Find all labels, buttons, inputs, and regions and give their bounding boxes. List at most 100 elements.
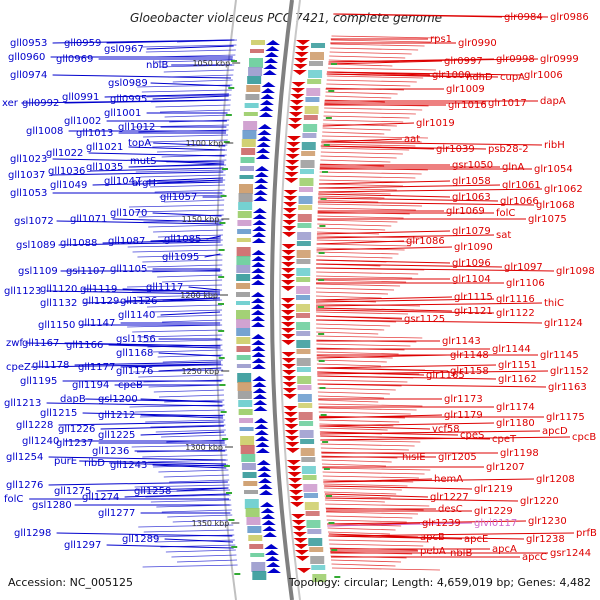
left-gene-arrow[interactable] [251,310,266,315]
left-gene-label[interactable]: gll1150 [38,320,75,331]
left-gene-label[interactable]: gll1047 [104,176,141,187]
left-gene-label[interactable]: gll1022 [46,148,83,159]
left-gene-arrow[interactable] [254,418,269,423]
right-gene-arrow[interactable] [282,370,297,375]
left-gene-label[interactable]: gll1123 [4,286,41,297]
left-gene-arrow[interactable] [253,406,268,411]
left-gene-arrow[interactable] [251,358,266,363]
left-gene-label[interactable]: gll1070 [110,208,147,219]
left-gene-label[interactable]: gll1195 [20,376,57,387]
left-gene-arrow[interactable] [251,316,266,321]
right-gene-label[interactable]: glr1104 [452,274,491,285]
left-gene-arrow[interactable] [255,442,270,447]
left-gene-arrow[interactable] [257,466,272,471]
right-gene-label[interactable]: glr1165 [426,370,465,381]
right-gene-arrow[interactable] [281,322,296,327]
left-gene-label[interactable]: gll1168 [116,348,153,359]
right-gene-arrow[interactable] [282,388,297,393]
right-gene-arrow[interactable] [284,424,299,429]
right-gene-label[interactable]: vcf58 [432,424,460,435]
right-gene-label[interactable]: glr1239 [422,518,461,529]
left-gene-arrow[interactable] [264,52,279,57]
left-gene-label[interactable]: gll1087 [108,236,145,247]
right-gene-arrow[interactable] [281,274,296,279]
left-gene-label[interactable]: gll1140 [118,310,155,321]
right-gene-label[interactable]: glr1090 [454,242,493,253]
left-gene-arrow[interactable] [252,376,267,381]
left-gene-label[interactable]: gsl1200 [98,394,138,405]
left-gene-arrow[interactable] [251,280,266,285]
right-gene-arrow[interactable] [282,214,297,219]
left-gene-label[interactable]: folC [4,494,23,505]
left-gene-arrow[interactable] [262,532,277,537]
left-gene-label[interactable]: gll1177 [78,362,115,373]
left-gene-arrow[interactable] [257,472,272,477]
left-gene-arrow[interactable] [265,556,280,561]
right-gene-arrow[interactable] [286,136,301,141]
right-gene-label[interactable]: glnA [502,162,524,173]
right-gene-label[interactable]: hemA [434,474,463,485]
right-gene-label[interactable]: psb28-2 [488,144,529,155]
left-gene-arrow[interactable] [266,40,281,45]
right-gene-arrow[interactable] [281,334,296,339]
right-gene-arrow[interactable] [281,340,296,345]
right-gene-label[interactable]: apcE [464,534,488,545]
right-gene-label[interactable]: glr1208 [536,474,575,485]
right-gene-label[interactable]: glr1122 [496,308,535,319]
right-gene-arrow[interactable] [291,520,306,525]
left-gene-label[interactable]: gll1178 [32,360,69,371]
right-gene-arrow[interactable] [285,448,300,453]
right-gene-arrow[interactable] [281,316,296,321]
left-gene-label[interactable]: gll1277 [98,508,135,519]
right-gene-arrow[interactable] [292,70,307,75]
right-gene-arrow[interactable] [281,364,296,369]
left-gene-arrow[interactable] [258,112,273,117]
left-gene-label[interactable]: gll1215 [40,408,77,419]
left-gene-label[interactable]: gll1117 [146,282,183,293]
left-gene-arrow[interactable] [252,382,267,387]
right-gene-arrow[interactable] [283,412,298,417]
left-gene-label[interactable]: gll1129 [82,296,119,307]
left-gene-label[interactable]: gsl1107 [66,266,106,277]
right-gene-label[interactable]: glr1106 [506,278,545,289]
right-gene-arrow[interactable] [282,220,297,225]
left-gene-label[interactable]: cpeZ [6,362,31,373]
right-gene-label[interactable]: glr1174 [496,402,535,413]
right-gene-arrow[interactable] [288,112,303,117]
left-gene-label[interactable]: gsl0967 [104,44,144,55]
left-gene-label[interactable]: gll1071 [70,214,107,225]
left-gene-arrow[interactable] [256,142,271,147]
left-gene-arrow[interactable] [264,544,279,549]
left-gene-label[interactable]: gll0992 [22,98,59,109]
left-gene-arrow[interactable] [265,46,280,51]
left-gene-label[interactable]: gll1274 [82,492,119,503]
right-gene-arrow[interactable] [283,196,298,201]
left-gene-arrow[interactable] [253,184,268,189]
right-gene-label[interactable]: glr0997 [444,56,483,67]
right-gene-label[interactable]: glr1175 [546,412,585,423]
left-gene-label[interactable]: gll1166 [66,340,103,351]
left-gene-label[interactable]: gll1258 [134,486,171,497]
left-gene-arrow[interactable] [252,388,267,393]
right-gene-label[interactable]: glr0986 [550,12,589,23]
left-gene-arrow[interactable] [259,490,274,495]
right-gene-arrow[interactable] [294,550,309,555]
right-gene-arrow[interactable] [288,118,303,123]
left-gene-arrow[interactable] [251,250,266,255]
right-gene-arrow[interactable] [283,202,298,207]
right-gene-label[interactable]: cpeT [492,434,517,445]
right-gene-label[interactable]: glr1230 [528,516,567,527]
right-gene-label[interactable]: glr1163 [548,382,587,393]
right-gene-label[interactable]: glr1063 [452,192,491,203]
left-gene-arrow[interactable] [254,430,269,435]
right-gene-label[interactable]: hisIE [402,452,426,463]
right-gene-arrow[interactable] [282,232,297,237]
left-gene-arrow[interactable] [260,508,275,513]
left-gene-arrow[interactable] [251,364,266,369]
left-gene-label[interactable]: gll1237 [56,438,93,449]
left-gene-label[interactable]: gll1236 [92,446,129,457]
left-gene-label[interactable]: argH [132,178,156,189]
left-gene-arrow[interactable] [261,514,276,519]
left-gene-label[interactable]: gll1008 [26,126,63,137]
right-gene-arrow[interactable] [281,280,296,285]
